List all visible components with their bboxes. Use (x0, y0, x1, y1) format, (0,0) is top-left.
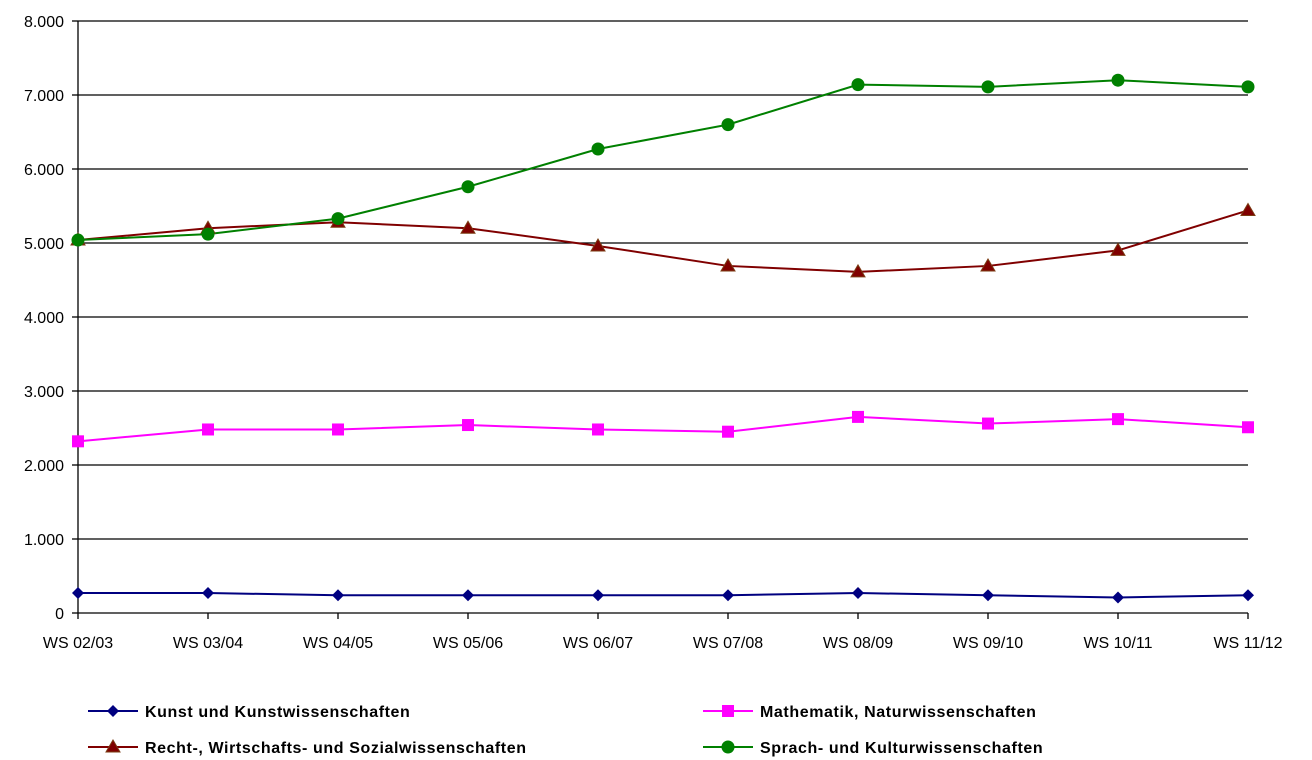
data-point-series-4 (591, 142, 605, 156)
data-point-series-4 (461, 180, 475, 194)
x-tick-label: WS 10/11 (1083, 635, 1152, 652)
y-tick-label: 6.000 (24, 162, 64, 179)
data-point-series-4 (851, 78, 865, 92)
data-point-series-2 (982, 417, 994, 430)
x-tick-label: WS 05/06 (433, 635, 503, 652)
data-point-series-3 (720, 257, 736, 272)
y-axis-tick-labels: 0 1.000 2.000 3.000 4.000 5.000 6.000 7.000 8.00… (24, 14, 64, 623)
x-axis-tick-labels: WS 02/03 WS 03/04 WS 04/05 WS 05/06 WS 06/07… (43, 635, 1283, 652)
legend-marker (721, 740, 735, 754)
data-point-series-1 (72, 587, 84, 600)
x-tick-label: WS 08/09 (823, 635, 893, 652)
x-tick-label: WS 09/10 (953, 635, 1023, 652)
data-point-series-1 (852, 587, 864, 600)
y-tick-label: 2.000 (24, 458, 64, 475)
axes (72, 20, 1249, 619)
x-tick-label: WS 02/03 (43, 635, 113, 652)
data-point-series-1 (462, 589, 474, 602)
data-point-series-4 (201, 227, 215, 241)
data-point-series-1 (982, 589, 994, 602)
data-point-series-4 (71, 233, 85, 247)
legend-item: Mathematik, Naturwissenschaften (703, 704, 1036, 721)
series-line-3 (77, 209, 1249, 273)
legend-label: Kunst und Kunstwissenschaften (145, 704, 410, 721)
data-point-series-3 (980, 257, 996, 272)
data-point-series-2 (72, 435, 84, 448)
data-point-series-3 (590, 237, 606, 252)
legend-marker (105, 739, 121, 753)
y-tick-label: 1.000 (24, 532, 64, 549)
data-point-series-1 (1112, 591, 1124, 604)
data-point-series-2 (852, 410, 864, 423)
data-point-series-2 (202, 423, 214, 436)
series-line-4 (77, 79, 1249, 242)
legend-item: Kunst und Kunstwissenschaften (88, 704, 410, 721)
y-tick-label: 0 (55, 606, 64, 623)
y-tick-label: 8.000 (24, 14, 64, 31)
series-markers (70, 73, 1256, 604)
data-point-series-3 (1110, 242, 1126, 256)
data-point-series-1 (592, 589, 604, 602)
data-point-series-2 (592, 423, 604, 436)
legend-label: Recht-, Wirtschafts- und Sozialwissensch… (145, 740, 527, 757)
data-point-series-3 (460, 220, 476, 234)
x-tick-label: WS 11/12 (1213, 635, 1282, 652)
data-point-series-2 (722, 425, 734, 438)
series-line-2 (77, 415, 1249, 443)
series-line-1 (78, 592, 1249, 599)
data-point-series-1 (1242, 589, 1254, 602)
legend-marker (107, 705, 119, 717)
data-point-series-1 (202, 587, 214, 600)
legend: Kunst und Kunstwissenschaften Mathematik,… (88, 704, 1043, 757)
series-lines (77, 79, 1249, 599)
legend-label: Sprach- und Kulturwissenschaften (760, 740, 1043, 757)
y-tick-label: 5.000 (24, 236, 64, 253)
data-point-series-1 (722, 589, 734, 602)
gridlines (78, 20, 1248, 540)
data-point-series-3 (1240, 202, 1256, 216)
data-point-series-2 (1112, 413, 1124, 426)
data-point-series-2 (462, 419, 474, 432)
y-tick-label: 4.000 (24, 310, 64, 327)
data-point-series-4 (981, 80, 995, 94)
x-tick-label: WS 03/04 (173, 635, 243, 652)
x-tick-label: WS 06/07 (563, 635, 633, 652)
legend-label: Mathematik, Naturwissenschaften (760, 704, 1036, 721)
data-point-series-3 (850, 263, 866, 278)
data-point-series-4 (721, 118, 735, 132)
y-tick-label: 7.000 (24, 88, 64, 105)
data-point-series-2 (332, 423, 344, 436)
legend-item: Sprach- und Kulturwissenschaften (703, 740, 1043, 757)
data-point-series-1 (332, 589, 344, 602)
data-point-series-4 (1241, 80, 1255, 94)
data-point-series-2 (1242, 421, 1254, 434)
x-tick-label: WS 04/05 (303, 635, 373, 652)
legend-item: Recht-, Wirtschafts- und Sozialwissensch… (88, 739, 527, 757)
y-tick-label: 3.000 (24, 384, 64, 401)
data-point-series-4 (1111, 73, 1125, 87)
legend-marker (722, 705, 734, 717)
x-tick-label: WS 07/08 (693, 635, 763, 652)
data-point-series-4 (331, 212, 345, 226)
